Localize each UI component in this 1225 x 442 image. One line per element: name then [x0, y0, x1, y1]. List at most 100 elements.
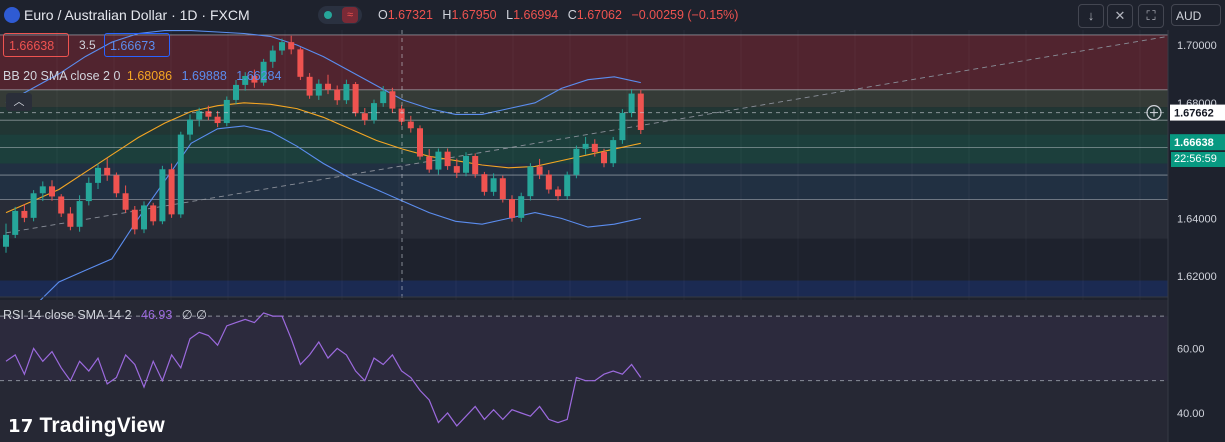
spread-value: 3.5 [79, 38, 96, 52]
symbol-flag-icon [4, 7, 20, 23]
candle-body-59 [545, 174, 552, 190]
candle-body-18 [168, 169, 175, 215]
candle-body-46 [426, 156, 433, 170]
candle-body-56 [518, 196, 525, 218]
open-value: 1.67321 [387, 8, 433, 22]
ohlc-values: O1.67321 H1.67950 L1.66994 C1.67062 −0.0… [378, 8, 744, 22]
candle-body-11 [104, 167, 111, 176]
candle-body-40 [371, 103, 377, 121]
candle-body-22 [205, 111, 212, 117]
rsi-line [5, 312, 642, 427]
price-zone-6 [0, 280, 1168, 297]
candle-body-17 [159, 169, 166, 222]
down-arrow-icon[interactable]: ↓ [1078, 4, 1104, 28]
candle-body-9 [85, 182, 92, 202]
candle-body-47 [435, 151, 442, 170]
candle-body-6 [58, 196, 65, 214]
header-bar: Euro / Australian Dollar · 1D · FXCM ≈ O… [0, 0, 1225, 30]
candle-body-50 [463, 155, 469, 173]
bb-mid-value: 1.68086 [126, 69, 173, 83]
rsi-extra: ∅ ∅ [181, 308, 208, 322]
candle-body-45 [417, 128, 423, 157]
candle-body-43 [398, 108, 405, 122]
bb-lower-line [5, 125, 641, 335]
price-axis-background [1168, 30, 1225, 442]
candle-body-28 [260, 61, 267, 83]
candle-body-26 [242, 75, 249, 85]
candle-body-38 [352, 84, 359, 114]
rsi-tick-label: 60.00 [1177, 343, 1205, 355]
tradingview-mark-icon: 𝟭𝟳 [8, 416, 34, 436]
candle-body-12 [113, 175, 120, 194]
bb-legend[interactable]: BB 20 SMA close 2 0 1.68086 1.69888 1.66… [3, 69, 284, 83]
rsi-legend[interactable]: RSI 14 close SMA 14 2 46.93 ∅ ∅ [3, 307, 207, 322]
candle-body-54 [499, 178, 506, 200]
candle-body-55 [509, 199, 515, 218]
rsi-band [0, 316, 1168, 381]
rsi-legend-label: RSI 14 close SMA 14 2 [3, 308, 132, 322]
price-zone-5 [0, 199, 1168, 239]
candle-body-25 [233, 84, 239, 100]
bb-mid-line [5, 102, 641, 214]
candle-body-20 [187, 119, 193, 135]
trend-line [5, 35, 1169, 234]
change-value: −0.00259 (−0.15%) [631, 8, 739, 22]
symbol-title[interactable]: Euro / Australian Dollar · 1D · FXCM [24, 7, 250, 23]
candle-body-69 [637, 93, 644, 130]
candle-body-53 [490, 178, 497, 192]
candle-body-10 [95, 167, 101, 183]
high-key: H [442, 8, 452, 22]
candle-body-13 [122, 193, 129, 210]
candle-body-5 [49, 186, 55, 197]
candle-body-2 [21, 210, 28, 218]
buy-button[interactable]: 1.66673 [104, 33, 170, 57]
rsi-value: 46.93 [141, 308, 173, 322]
fullscreen-icon[interactable]: ⛶ [1138, 4, 1164, 28]
bb-upper-line [5, 30, 641, 115]
candle-body-23 [214, 116, 221, 124]
bb-lower-value: 1.66284 [236, 69, 282, 83]
cursor-price-label: 1.66638 [1174, 137, 1214, 149]
candle-body-51 [472, 155, 479, 175]
tradingview-logo: 𝟭𝟳 TradingView [8, 414, 165, 438]
candle-body-37 [343, 84, 350, 101]
candle-body-63 [582, 143, 589, 149]
high-value: 1.67950 [451, 8, 497, 22]
open-key: O [378, 8, 388, 22]
wave-icon: ≈ [342, 7, 358, 23]
rsi-tick-label: 40.00 [1177, 408, 1205, 420]
candle-body-34 [315, 83, 322, 96]
candle-body-16 [150, 205, 157, 222]
price-tick-label: 1.64000 [1177, 213, 1217, 225]
chevron-up-icon[interactable]: ︿ [6, 93, 32, 111]
price-zone-1 [0, 89, 1168, 108]
candle-body-41 [380, 91, 387, 104]
candle-body-57 [527, 166, 534, 197]
candle-body-49 [453, 166, 460, 173]
candle-body-29 [269, 50, 276, 62]
currency-select[interactable]: AUD [1171, 4, 1221, 26]
candle-body-60 [555, 189, 561, 197]
candle-body-8 [76, 201, 83, 227]
collapse-icon[interactable]: ✕ [1107, 4, 1133, 28]
low-key: L [506, 8, 514, 22]
brand-name: TradingView [39, 414, 165, 437]
sell-button[interactable]: 1.66638 [3, 33, 69, 57]
candle-body-44 [407, 121, 414, 129]
candle-body-67 [619, 112, 626, 141]
candle-body-66 [610, 140, 617, 164]
price-zone-4 [0, 163, 1168, 200]
candle-body-39 [361, 113, 368, 121]
bb-legend-label: BB 20 SMA close 2 0 [3, 69, 121, 83]
market-status-toggle[interactable]: ≈ [318, 6, 362, 24]
candle-body-58 [536, 166, 543, 175]
candle-body-4 [39, 186, 46, 194]
candle-body-33 [306, 76, 313, 96]
candle-body-52 [481, 174, 488, 192]
candle-body-7 [67, 213, 74, 227]
candle-body-36 [334, 89, 341, 101]
candle-body-32 [297, 49, 304, 77]
candle-body-35 [325, 83, 331, 90]
candle-body-0 [3, 234, 9, 247]
